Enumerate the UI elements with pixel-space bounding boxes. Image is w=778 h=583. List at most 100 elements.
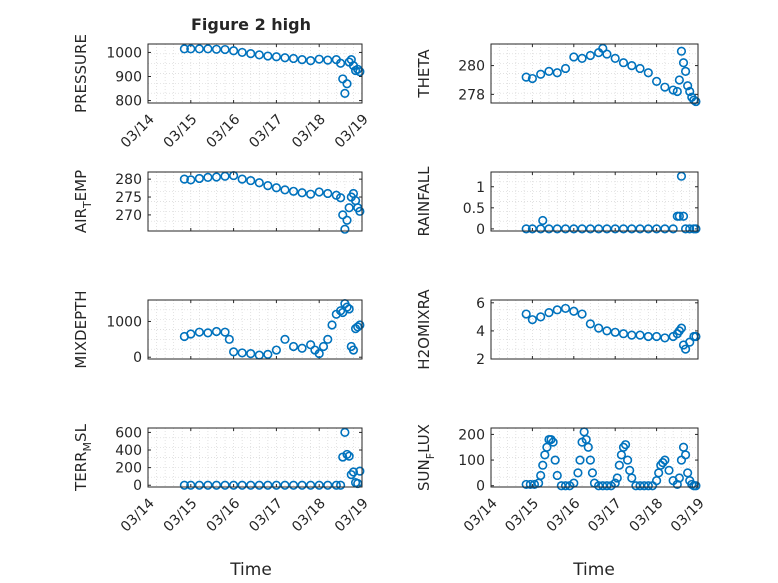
data-point [620,440,631,450]
data-point [297,343,307,353]
data-point [612,473,622,483]
data-point [271,480,282,490]
data-point [548,437,558,447]
data-point [254,480,264,490]
y-axis-label: THETA [415,49,433,99]
y-axis-label: SUNFLUX [415,424,437,491]
data-point [211,480,222,490]
y-tick-label: 0 [133,478,142,494]
subplot-mixdepth: 0 1000 MIXDEPTH [72,290,365,369]
data-point [668,85,678,95]
data-point [587,468,598,478]
grid [147,427,363,488]
data-point [627,473,637,483]
y-axis-label: MIXDEPTH [72,290,90,368]
data-point [237,348,247,358]
plot-area [148,428,362,487]
data-point [288,186,299,196]
data-point [658,458,668,468]
data-point [668,224,678,234]
data-point [297,55,307,65]
data-point [569,52,579,62]
data-point [691,331,701,342]
data-point [346,470,356,480]
data-point [344,304,354,314]
data-point [355,206,365,216]
data-point [552,470,562,481]
data-point [323,334,333,344]
y-tick-label: 270 [115,208,142,224]
data-point [680,450,691,460]
data-point [323,480,333,490]
series-points [179,427,365,490]
data-point [224,334,234,344]
data-point [346,55,356,65]
data-point [536,312,546,322]
y-tick-label: 0.5 [463,201,485,217]
y-axis-label: H2OMIXRA [415,289,433,370]
data-point [676,46,687,56]
data-point [536,470,546,481]
series-points [521,171,701,234]
data-point [340,224,350,234]
series-points [521,303,701,354]
data-point [577,53,587,63]
y-tick-label: 1 [476,180,485,196]
data-point [340,88,350,98]
axes-box [490,299,699,360]
data-point [678,58,689,68]
data-point [314,349,324,359]
data-point [220,44,230,55]
data-point [552,305,562,315]
y-tick-label: 275 [115,190,142,206]
grid [147,43,363,104]
data-point [635,330,645,340]
data-point [342,215,352,225]
y-tick-label: 0 [476,479,485,495]
data-point [569,306,579,316]
data-point [220,327,230,337]
data-point [263,480,273,490]
data-point [538,460,548,470]
data-point [246,175,256,186]
data-point [527,315,538,325]
data-point [203,172,213,182]
axes-box [147,43,363,104]
y-tick-label: 280 [115,172,142,188]
subplot-h2omixra: 2 4 6 H2OMIXRA [415,289,701,370]
data-point [254,50,264,60]
data-point [585,455,595,465]
plot-area [491,428,698,487]
y-tick-label: 200 [115,461,142,477]
data-point [683,81,693,91]
data-point [314,187,324,197]
y-tick-label: 800 [115,94,142,110]
data-point [602,326,612,336]
data-point [323,55,333,65]
data-point [527,73,538,84]
data-point [271,183,282,193]
data-point [342,302,352,312]
data-point [203,44,213,54]
data-point [211,326,222,337]
data-point [680,344,691,354]
data-point [318,341,329,352]
data-point [280,480,290,490]
series-points [179,44,365,98]
data-point [685,86,695,97]
data-point [529,479,540,490]
data-point [585,50,595,61]
data-point [660,455,670,465]
y-axis-label: TERRMSL [72,423,94,492]
data-point [355,67,365,77]
data-point [610,53,620,63]
data-point [237,47,247,58]
y-axis-label: AIRTEMP [72,170,94,233]
axes-box [147,427,363,488]
data-point [288,341,299,352]
data-point [660,333,670,343]
data-point [306,189,316,199]
data-point [680,66,691,76]
x-axis-label-left: Time [229,560,272,580]
